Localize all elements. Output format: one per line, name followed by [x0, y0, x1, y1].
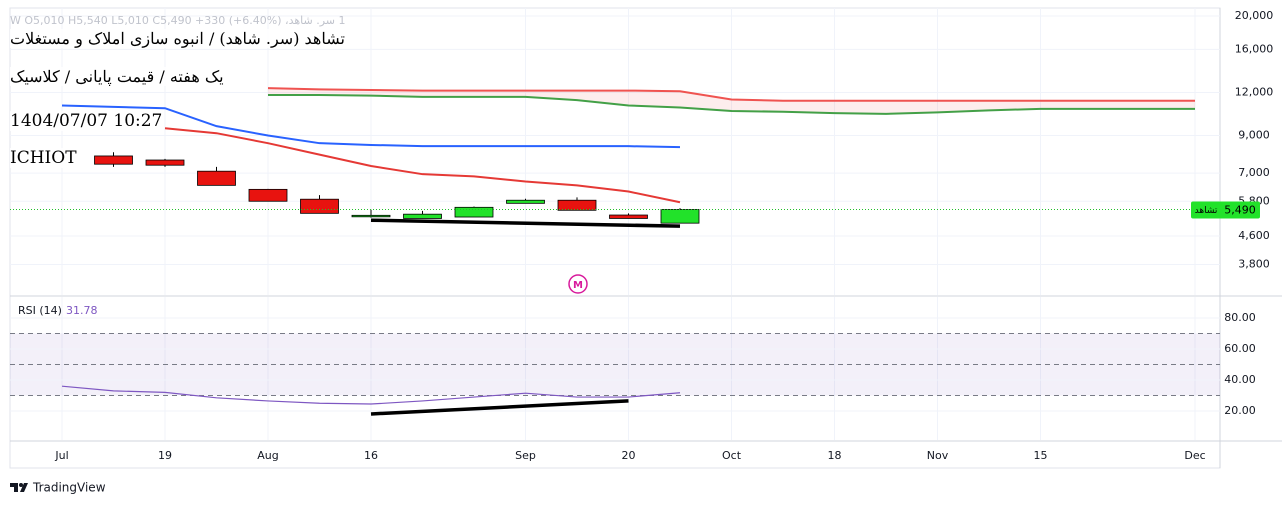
x-tick-label: 15 [1034, 449, 1048, 462]
candle-body [506, 199, 545, 204]
y-tick-label: 3,800 [1238, 258, 1270, 271]
y-tick-label: 16,000 [1235, 42, 1274, 55]
event-marker-label: M [573, 280, 583, 291]
indicator-line [164, 127, 681, 204]
x-tick-label: Aug [257, 449, 278, 462]
indicator-line [267, 87, 1195, 102]
legend-datetime: 1404/07/07 10:27 [10, 111, 163, 131]
price-tag-label: 5,490 [1224, 203, 1256, 216]
y-tick-label: 9,000 [1238, 129, 1270, 142]
y-tick-label: 60.00 [1224, 342, 1256, 355]
candle-body [351, 214, 391, 218]
event-marker [568, 274, 588, 294]
candle-body [609, 214, 648, 219]
price-tag [1191, 201, 1260, 219]
x-tick-label: 20 [622, 449, 636, 462]
cloud [268, 88, 1195, 114]
y-tick-label: 40.00 [1224, 373, 1256, 386]
ohlc-legend: 1 سر. شاهد، W O5,010 H5,540 L5,010 C5,49… [10, 14, 346, 27]
rsi-line [61, 385, 681, 405]
candle-body [145, 159, 185, 166]
candle-body [248, 188, 288, 202]
x-tick-label: 16 [364, 449, 378, 462]
y-tick-label: 80.00 [1224, 311, 1256, 324]
y-tick-label: 12,000 [1235, 85, 1274, 98]
rsi-value: 31.78 [66, 304, 98, 317]
trend-line [370, 399, 629, 416]
brand-logo [10, 483, 28, 492]
x-tick-label: 18 [828, 449, 842, 462]
indicator-line [61, 104, 681, 149]
candle-body [660, 209, 700, 224]
legend-title: تشاهد (سر. شاهد) / انبوه سازی املاک و مس… [10, 29, 345, 48]
brand: TradingView [32, 481, 106, 495]
candle-body [454, 206, 494, 218]
x-tick-label: Oct [722, 449, 742, 462]
trend-line [370, 218, 681, 228]
x-tick-label: 19 [158, 449, 172, 462]
candle-body [403, 213, 442, 219]
y-tick-label: 20,000 [1235, 9, 1274, 22]
legend-indicator: ICHIOT [10, 148, 77, 168]
x-tick-label: Dec [1184, 449, 1205, 462]
indicator-line [268, 93, 1195, 115]
candle-body [197, 170, 236, 186]
y-tick-label: 4,600 [1238, 229, 1270, 242]
y-tick-label: 7,000 [1238, 166, 1270, 179]
candle-body [557, 199, 597, 211]
rsi-title: RSI (14) [18, 304, 62, 317]
y-tick-label: 20.00 [1224, 404, 1256, 417]
x-tick-label: Nov [927, 449, 949, 462]
x-tick-label: Jul [54, 449, 68, 462]
price-tag-symbol: تشاهد [1195, 206, 1218, 216]
legend-subtitle: یک هفته / قیمت پایانی / کلاسیک [10, 67, 224, 86]
x-tick-label: Sep [515, 449, 536, 462]
candle-body [94, 155, 133, 165]
candle-body [300, 198, 339, 214]
